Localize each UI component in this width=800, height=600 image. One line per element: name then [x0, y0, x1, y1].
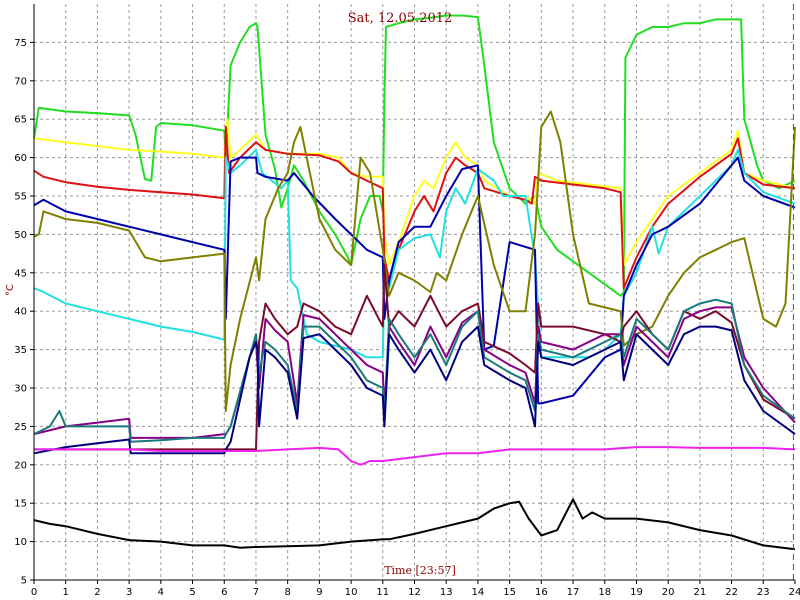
- x-tick-label: 17: [567, 587, 580, 598]
- x-tick-label: 1: [63, 587, 69, 598]
- y-tick-label: 40: [14, 307, 27, 318]
- series-line-1: [33, 14, 796, 297]
- x-tick-label: 16: [535, 587, 548, 598]
- x-tick-label: 11: [376, 587, 389, 598]
- y-tick-label: 70: [14, 76, 27, 87]
- x-tick-label: 14: [472, 587, 485, 598]
- series-line-11: [34, 446, 796, 466]
- y-tick-label: 65: [14, 115, 27, 126]
- y-tick-label: 5: [21, 576, 27, 587]
- x-tick-label: 2: [94, 587, 100, 598]
- series-line-3: [33, 125, 796, 290]
- series-line-10: [33, 325, 796, 455]
- y-tick-label: 30: [14, 384, 27, 395]
- y-tick-label: 75: [14, 38, 27, 49]
- x-tick-label: 18: [598, 587, 611, 598]
- x-tick-label: 20: [662, 587, 675, 598]
- y-tick-label: 10: [14, 537, 27, 548]
- x-tick-label: 23: [757, 587, 770, 598]
- chart-title: Sat, 12.05.2012: [348, 11, 453, 26]
- x-tick-label: 7: [253, 587, 259, 598]
- series-line-6: [33, 110, 796, 412]
- series-group: [33, 14, 796, 551]
- x-tick-label: 19: [630, 587, 643, 598]
- x-tick-label: 3: [126, 587, 132, 598]
- x-axis-label: Time [23:57]: [384, 564, 456, 577]
- x-tick-label: 0: [31, 587, 37, 598]
- y-tick-label: 20: [14, 460, 27, 471]
- y-tick-label: 60: [14, 153, 27, 164]
- x-tick-label: 5: [189, 587, 195, 598]
- series-line-9: [33, 298, 796, 443]
- series-line-12: [33, 498, 796, 551]
- tick-labels: 0 1 2 3 4 5 6 7 8 9 10 11 12 13 14 15 16 17 18 19 20 21 22 23 24…: [14, 38, 800, 598]
- y-tick-label: 50: [14, 230, 27, 241]
- grid-lines: [34, 4, 795, 581]
- x-tick-label: 15: [503, 587, 516, 598]
- y-tick-label: 55: [14, 192, 27, 203]
- x-tick-label: 13: [440, 587, 453, 598]
- y-axis-label: °C: [5, 284, 16, 296]
- x-tick-label: 12: [408, 587, 421, 598]
- y-tick-label: 45: [14, 268, 27, 279]
- x-tick-label: 22: [725, 587, 738, 598]
- y-tick-label: 35: [14, 345, 27, 356]
- x-tick-label: 21: [694, 587, 707, 598]
- y-tick-label: 15: [14, 499, 27, 510]
- x-tick-label: 9: [316, 587, 322, 598]
- x-tick-label: 6: [221, 587, 227, 598]
- x-tick-label: 10: [345, 587, 358, 598]
- x-tick-label: 8: [284, 587, 290, 598]
- x-tick-label: 4: [158, 587, 164, 598]
- axis-frame: [30, 4, 796, 584]
- x-tick-label: 24: [789, 587, 800, 598]
- y-tick-label: 25: [14, 422, 27, 433]
- series-line-2: [33, 118, 796, 267]
